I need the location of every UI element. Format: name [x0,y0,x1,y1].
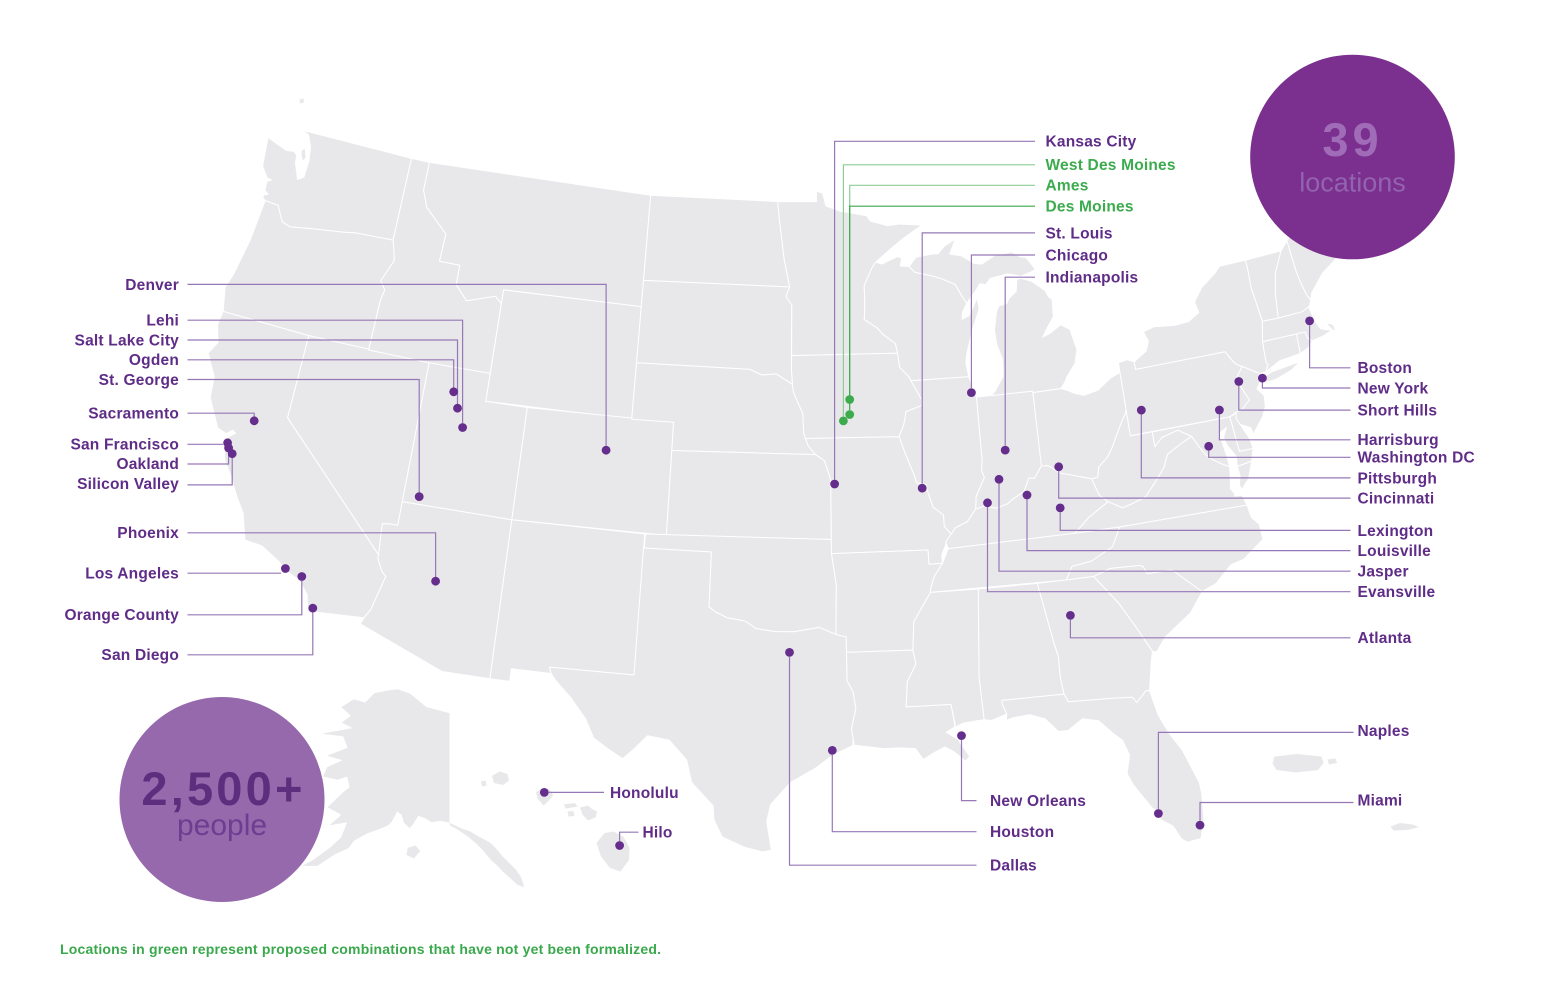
svg-text:Phoenix: Phoenix [117,525,179,542]
svg-text:New York: New York [1358,380,1429,397]
svg-text:Boston: Boston [1358,360,1413,377]
svg-text:Lehi: Lehi [146,313,179,330]
svg-text:Los Angeles: Los Angeles [85,566,179,583]
svg-text:Ogden: Ogden [129,352,179,369]
svg-text:Cincinnati: Cincinnati [1358,491,1435,508]
svg-text:Ames: Ames [1046,178,1089,195]
svg-text:Oakland: Oakland [116,456,179,473]
svg-text:Louisville: Louisville [1358,543,1432,560]
svg-text:San Diego: San Diego [101,647,179,664]
svg-text:Kansas City: Kansas City [1046,134,1137,151]
svg-text:Miami: Miami [1358,793,1403,810]
svg-text:Atlanta: Atlanta [1358,630,1412,647]
svg-text:Harrisburg: Harrisburg [1358,432,1439,449]
svg-text:Pittsburgh: Pittsburgh [1358,470,1438,487]
svg-text:Naples: Naples [1358,723,1410,740]
svg-text:Honolulu: Honolulu [610,785,679,802]
svg-text:Hilo: Hilo [643,825,673,842]
svg-text:Locations in green represent p: Locations in green represent proposed co… [60,941,661,957]
svg-text:Chicago: Chicago [1046,247,1109,264]
svg-text:2,500+: 2,500+ [141,762,305,815]
svg-text:Short Hills: Short Hills [1358,403,1438,420]
svg-text:Orange County: Orange County [64,607,179,624]
svg-text:Evansville: Evansville [1358,584,1436,601]
svg-text:Silicon Valley: Silicon Valley [77,476,179,493]
svg-text:Denver: Denver [125,277,179,294]
svg-text:Indianapolis: Indianapolis [1046,270,1139,287]
svg-text:St. Louis: St. Louis [1046,225,1113,242]
svg-text:West Des Moines: West Des Moines [1046,157,1176,174]
svg-text:Dallas: Dallas [990,858,1037,875]
svg-text:Des Moines: Des Moines [1046,199,1134,216]
svg-text:San Francisco: San Francisco [70,436,179,453]
svg-text:Washington DC: Washington DC [1358,450,1475,467]
svg-text:Salt Lake City: Salt Lake City [75,332,180,349]
svg-text:locations: locations [1299,168,1406,198]
svg-text:St. George: St. George [99,372,180,389]
svg-text:39: 39 [1322,113,1382,166]
svg-text:Jasper: Jasper [1358,564,1409,581]
svg-text:people: people [177,809,267,842]
svg-text:Lexington: Lexington [1358,523,1434,540]
svg-text:Houston: Houston [990,824,1054,841]
svg-text:Sacramento: Sacramento [88,406,179,423]
svg-text:New Orleans: New Orleans [990,793,1086,810]
